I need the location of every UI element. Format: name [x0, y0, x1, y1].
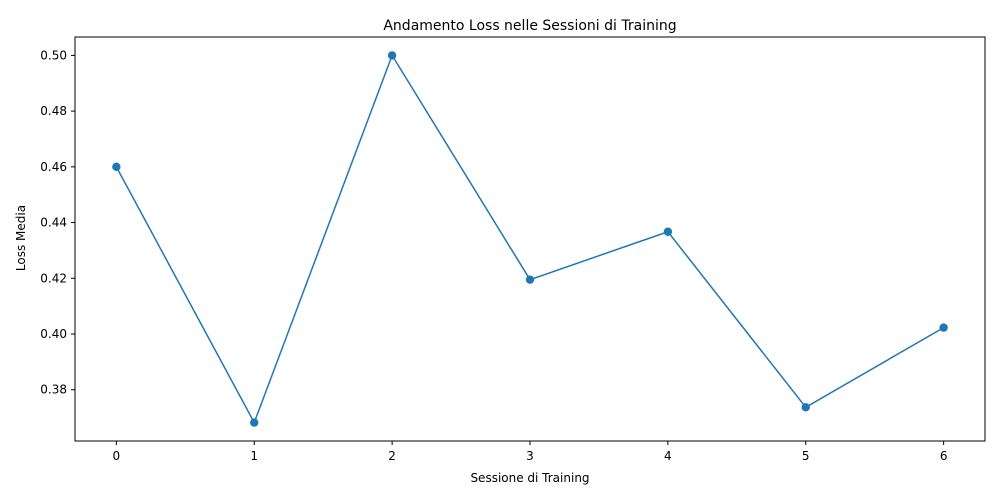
series-line [115, 53, 945, 425]
x-tick-label: 6 [940, 449, 948, 463]
plot-frame [74, 36, 986, 442]
x-axis-title: Sessione di Training [470, 471, 589, 485]
chart-title: Andamento Loss nelle Sessioni di Trainin… [383, 18, 676, 34]
x-tick-label: 5 [802, 449, 810, 463]
x-tick-label: 3 [526, 449, 534, 463]
plot-area: 0 1 2 3 4 5 6 0.38 0.40 0.42 0.44 0.46 0.48 0.50 [40, 36, 986, 463]
data-point [939, 323, 948, 332]
data-point [250, 418, 259, 427]
data-point [663, 227, 673, 236]
y-tick-label: 0.50 [40, 48, 67, 62]
y-tick-label: 0.48 [40, 104, 67, 118]
y-tick-label: 0.46 [40, 160, 67, 174]
data-point [112, 162, 121, 172]
data-point [387, 51, 397, 60]
y-tick-label: 0.38 [40, 383, 67, 397]
y-tick-label: 0.40 [40, 327, 67, 341]
x-tick-label: 1 [250, 449, 258, 463]
x-tick-label: 2 [388, 449, 396, 463]
y-tick-label: 0.44 [40, 216, 67, 230]
data-point [525, 275, 535, 284]
y-axis-title: Loss Media [14, 205, 28, 271]
x-tick-label: 4 [664, 449, 672, 463]
y-tick-label: 0.42 [40, 271, 67, 285]
x-tick-label: 0 [113, 449, 121, 463]
data-point [801, 403, 810, 412]
